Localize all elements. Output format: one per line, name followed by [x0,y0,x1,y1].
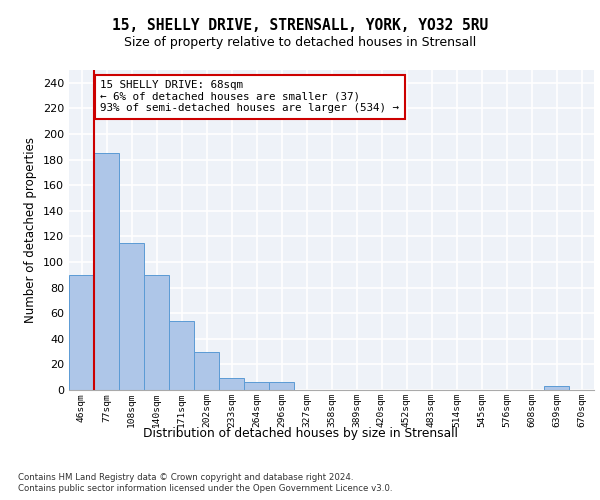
Bar [244,382,269,390]
Bar [194,352,219,390]
Bar [169,321,194,390]
Bar [219,378,244,390]
Bar [269,382,294,390]
Bar [69,275,94,390]
Text: Contains public sector information licensed under the Open Government Licence v3: Contains public sector information licen… [18,484,392,493]
Text: Size of property relative to detached houses in Strensall: Size of property relative to detached ho… [124,36,476,49]
Text: 15 SHELLY DRIVE: 68sqm
← 6% of detached houses are smaller (37)
93% of semi-deta: 15 SHELLY DRIVE: 68sqm ← 6% of detached … [100,80,399,114]
Bar [544,386,569,390]
Bar [119,243,144,390]
Bar [144,275,169,390]
Text: Contains HM Land Registry data © Crown copyright and database right 2024.: Contains HM Land Registry data © Crown c… [18,472,353,482]
Y-axis label: Number of detached properties: Number of detached properties [25,137,37,323]
Text: 15, SHELLY DRIVE, STRENSALL, YORK, YO32 5RU: 15, SHELLY DRIVE, STRENSALL, YORK, YO32 … [112,18,488,32]
Text: Distribution of detached houses by size in Strensall: Distribution of detached houses by size … [143,428,457,440]
Bar [94,153,119,390]
